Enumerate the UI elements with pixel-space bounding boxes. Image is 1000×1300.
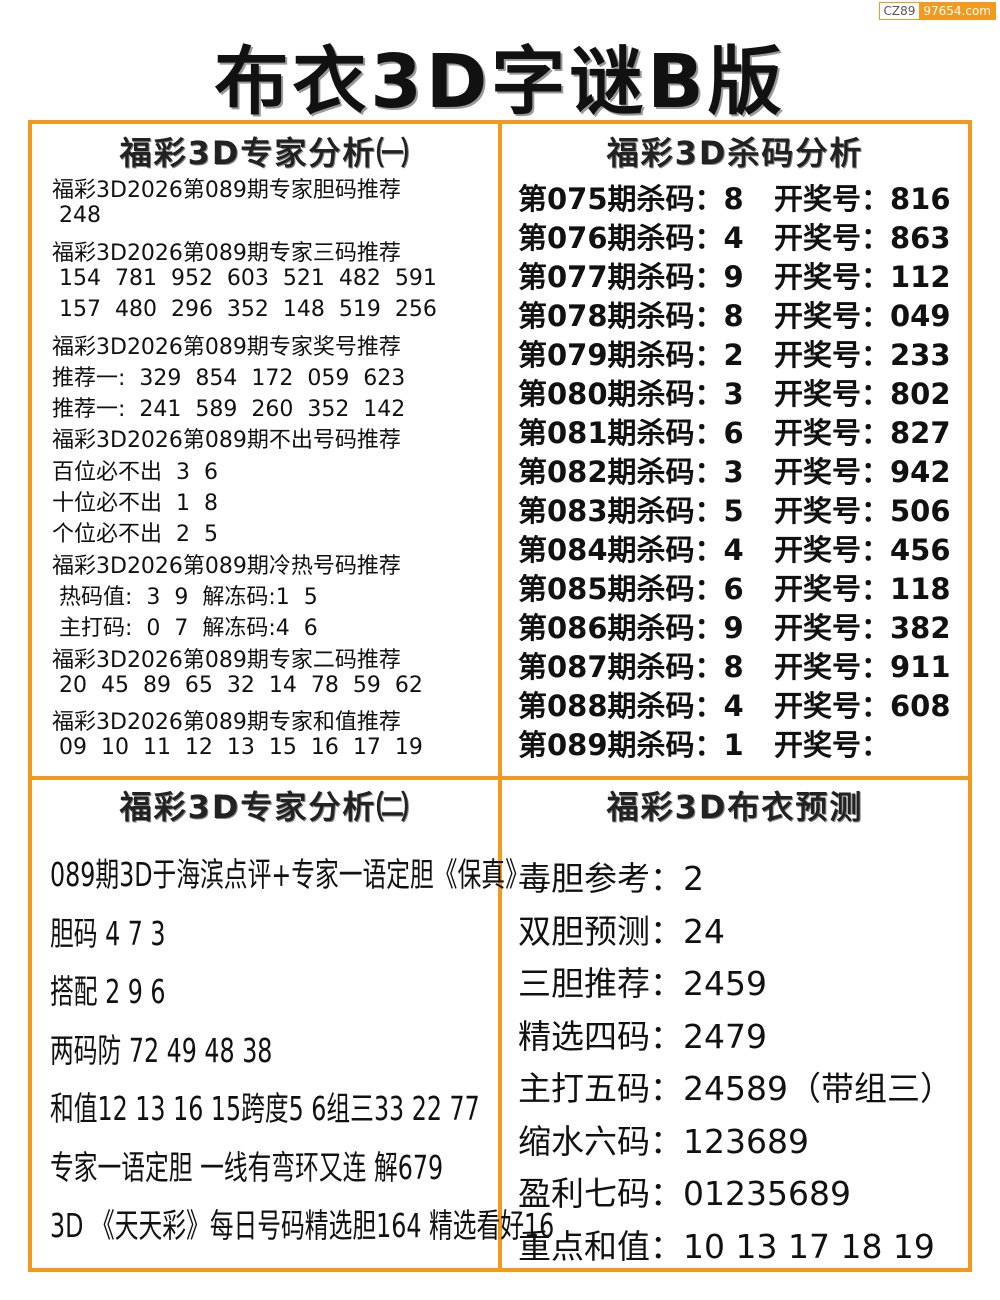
- text-line: 福彩3D2026第089期不出号码推荐: [52, 428, 401, 454]
- prediction-line: 毒胆参考：2: [518, 859, 704, 898]
- text-line: 福彩3D2026第089期专家二码推荐: [52, 647, 401, 673]
- kill-code: 第075期杀码：8: [518, 182, 744, 216]
- text-line: 专家一语定胆 一线有弯环又连 解679: [50, 1147, 444, 1187]
- draw-number: 开奖号：118: [774, 572, 951, 606]
- draw-number: 开奖号：112: [774, 260, 951, 294]
- text-line: 154 781 952 603 521 482 591: [52, 265, 437, 291]
- text-line: 福彩3D2026第089期专家和值推荐: [52, 710, 401, 736]
- text-line: 3D 《天天彩》每日号码精选胆164 精选看好16: [50, 1206, 555, 1245]
- v-divider: [498, 120, 502, 1272]
- text-line: 248: [52, 203, 101, 229]
- prediction-line: 精选四码：2479: [518, 1016, 767, 1056]
- kill-code: 第088期杀码：4: [518, 689, 744, 723]
- text-line: 两码防 72 49 48 38: [50, 1030, 273, 1070]
- draw-number: 开奖号：802: [774, 377, 951, 411]
- kill-code: 第086期杀码：9: [518, 611, 744, 645]
- prediction-line: 缩水六码：123689: [518, 1121, 809, 1161]
- text-line: 热码值: 3 9 解冻码:1 5: [52, 584, 318, 610]
- draw-number: 开奖号：827: [774, 416, 951, 450]
- text-line: 089期3D于海滨点评+专家一语定胆《保真》: [50, 855, 529, 894]
- prediction-line: 盈利七码：01235689: [518, 1174, 851, 1213]
- kill-code: 第085期杀码：6: [518, 572, 744, 606]
- kill-code: 第087期杀码：8: [518, 650, 744, 684]
- text-line: 搭配 2 9 6: [50, 972, 166, 1011]
- text-line: 09 10 11 12 13 15 16 17 19: [52, 735, 423, 761]
- text-line: 胆码 4 7 3: [50, 913, 166, 953]
- text-line: 个位必不出 2 5: [52, 522, 218, 548]
- watermark-left: CZ89: [883, 4, 916, 18]
- text-line: 和值12 13 16 15跨度5 6组三33 22 77: [50, 1089, 480, 1128]
- watermark: CZ89 97654.com: [878, 2, 996, 20]
- kill-code: 第084期杀码：4: [518, 533, 744, 567]
- panel-heading: 福彩3D杀码分析: [606, 134, 864, 172]
- text-line: 福彩3D2026第089期专家胆码推荐: [52, 178, 401, 203]
- kill-code: 第080期杀码：3: [518, 377, 744, 411]
- watermark-right: 97654.com: [919, 3, 995, 19]
- draw-number: 开奖号：382: [774, 611, 951, 645]
- text-line: 157 480 296 352 148 519 256: [52, 297, 437, 323]
- panel-heading: 福彩3D专家分析㈠: [119, 134, 411, 172]
- prediction-line: 双胆预测：24: [518, 911, 725, 951]
- kill-code: 第078期杀码：8: [518, 299, 744, 333]
- draw-number: 开奖号：049: [774, 299, 951, 333]
- text-line: 主打码: 0 7 解冻码:4 6: [52, 616, 318, 642]
- text-line: 十位必不出 1 8: [52, 491, 218, 516]
- kill-code: 第076期杀码：4: [518, 221, 744, 255]
- text-line: 20 45 89 65 32 14 78 59 62: [52, 672, 423, 698]
- title: 布衣3D字谜B版: [214, 39, 786, 125]
- prediction-line: 主打五码：24589（带组三）: [518, 1069, 953, 1108]
- draw-number: 开奖号：506: [774, 494, 951, 528]
- text-line: 百位必不出 3 6: [52, 459, 218, 485]
- kill-code: 第079期杀码：2: [518, 338, 744, 372]
- text-line: 福彩3D2026第089期专家奖号推荐: [52, 334, 401, 360]
- text-line: 推荐一: 241 589 260 352 142: [52, 397, 406, 423]
- kill-code: 第083期杀码：5: [518, 494, 744, 528]
- kill-code: 第082期杀码：3: [518, 455, 744, 489]
- prediction-line: 三胆推荐：2459: [518, 964, 767, 1003]
- text-line: 福彩3D2026第089期专家三码推荐: [52, 240, 401, 266]
- kill-code: 第077期杀码：9: [518, 260, 744, 294]
- text-line: 推荐一: 329 854 172 059 623: [52, 365, 406, 391]
- draw-number: 开奖号：863: [774, 221, 951, 255]
- kill-code: 第081期杀码：6: [518, 416, 744, 450]
- kill-code: 第089期杀码：1: [518, 728, 744, 762]
- draw-number: 开奖号：233: [774, 338, 951, 372]
- draw-number: 开奖号：911: [774, 650, 951, 684]
- draw-number: 开奖号：608: [774, 689, 951, 723]
- draw-number: 开奖号：: [774, 728, 891, 762]
- draw-number: 开奖号：942: [774, 455, 951, 489]
- h-divider: [28, 776, 972, 780]
- draw-number: 开奖号：456: [774, 533, 951, 567]
- draw-number: 开奖号：816: [774, 182, 951, 216]
- prediction-line: 重点和值：10 13 17 18 19: [518, 1226, 935, 1266]
- panel-heading: 福彩3D专家分析㈡: [119, 788, 411, 826]
- panel-heading: 福彩3D布衣预测: [606, 788, 864, 826]
- text-line: 福彩3D2026第089期冷热号码推荐: [52, 553, 401, 579]
